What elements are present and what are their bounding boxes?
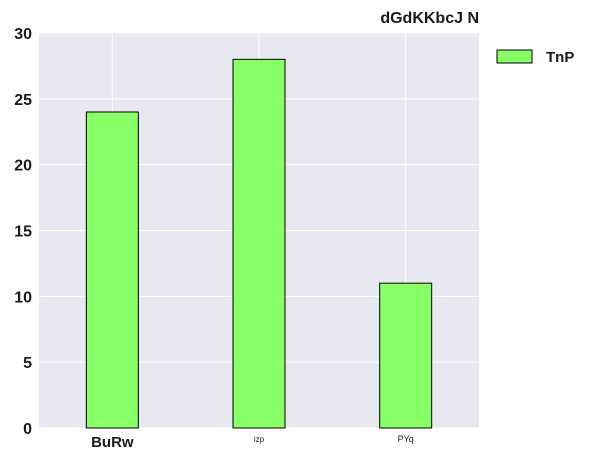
x-axis-ticks: BuRw izp PYq xyxy=(91,434,414,451)
legend-label: TnP xyxy=(546,49,574,66)
y-tick-label: 0 xyxy=(23,421,32,438)
y-tick-label: 20 xyxy=(14,158,32,175)
bar[interactable] xyxy=(232,58,286,429)
legend-swatch xyxy=(496,49,533,64)
y-tick-label: 5 xyxy=(23,355,32,372)
chart-title: dGdKKbcJ N xyxy=(380,10,479,27)
x-tick-label: BuRw xyxy=(91,434,134,451)
bars xyxy=(85,58,433,429)
x-tick-label: izp xyxy=(254,435,265,444)
x-tick-label: PYq xyxy=(398,434,414,444)
y-tick-label: 30 xyxy=(14,26,32,43)
y-tick-label: 25 xyxy=(14,92,32,109)
legend[interactable]: TnP xyxy=(496,49,574,66)
bar[interactable] xyxy=(379,282,433,429)
y-axis-ticks: 0 5 10 15 20 25 30 xyxy=(14,26,32,438)
y-tick-label: 15 xyxy=(14,224,32,241)
y-tick-label: 10 xyxy=(14,289,32,306)
bar[interactable] xyxy=(85,111,139,429)
